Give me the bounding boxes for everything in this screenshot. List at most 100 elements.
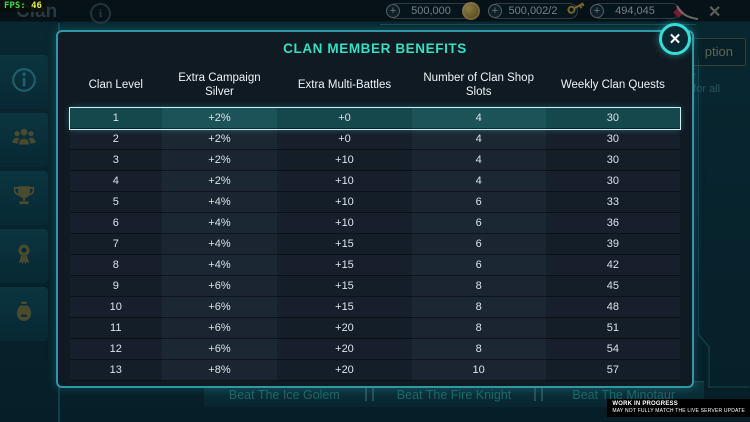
table-row[interactable]: 13 +8% +20 10 57 xyxy=(70,360,680,381)
table-cell: 4 xyxy=(411,129,546,150)
column-header: Clan Level xyxy=(88,78,143,91)
table-row[interactable]: 4 +2% +10 4 30 xyxy=(70,171,680,192)
sidebar-item-info[interactable] xyxy=(0,55,48,109)
table-row[interactable]: 10 +6% +15 8 48 xyxy=(70,297,680,318)
table-row[interactable]: 3 +2% +10 4 30 xyxy=(70,150,680,171)
column-header: Number of Clan Shop Slots xyxy=(423,71,534,98)
beat-ice-golem-button[interactable]: Beat The Ice Golem xyxy=(228,387,340,402)
clan-member-benefits-dialog: CLAN MEMBER BENEFITS ✕ Clan Level Extra C… xyxy=(56,23,694,388)
table-row[interactable]: 2 +2% +0 4 30 xyxy=(70,129,680,150)
column-header: Weekly Clan Quests xyxy=(560,78,665,91)
benefits-table-header: Clan Level Extra Campaign Silver Extra Mul… xyxy=(70,62,680,108)
curve-decoration xyxy=(674,5,700,26)
table-cell: 30 xyxy=(545,150,680,171)
info-icon xyxy=(10,66,38,99)
table-cell: +2% xyxy=(161,171,278,192)
table-row[interactable]: 8 +4% +15 6 42 xyxy=(70,255,680,276)
notice-line-1: WORK IN PROGRESS xyxy=(612,401,678,407)
screen-close-icon[interactable]: ✕ xyxy=(708,4,722,21)
trophy-icon xyxy=(10,182,38,215)
table-cell: 11 xyxy=(70,318,162,339)
table-cell: 4 xyxy=(70,171,162,192)
table-cell: 7 xyxy=(70,234,162,255)
money-bag-icon xyxy=(10,298,38,331)
panel-corner-decoration xyxy=(697,333,750,405)
table-cell: +15 xyxy=(277,276,412,297)
gems-value: 494,045 xyxy=(615,5,655,17)
button-separator xyxy=(364,388,374,401)
table-cell: 8 xyxy=(411,276,546,297)
column-header: Extra Multi-Battles xyxy=(297,78,392,91)
members-icon xyxy=(10,124,38,157)
dialog-title: CLAN MEMBER BENEFITS xyxy=(283,41,467,56)
table-cell: +6% xyxy=(161,339,278,360)
table-cell: 1 xyxy=(70,108,162,129)
table-cell: +15 xyxy=(277,234,412,255)
gems-counter: + 494,045 ◆ xyxy=(590,3,684,19)
table-cell: 5 xyxy=(70,192,162,213)
table-row[interactable]: 7 +4% +15 6 39 xyxy=(70,234,680,255)
beat-minotaur-button[interactable]: Beat The Minotaur xyxy=(572,387,675,402)
table-cell: +2% xyxy=(161,108,278,129)
table-cell: 4 xyxy=(411,150,546,171)
table-cell: 6 xyxy=(70,213,162,234)
table-cell: 48 xyxy=(545,297,680,318)
table-cell: +8% xyxy=(161,360,278,381)
table-row[interactable]: 6 +4% +10 6 36 xyxy=(70,213,680,234)
table-row[interactable]: 12 +6% +20 8 54 xyxy=(70,339,680,360)
table-cell: 3 xyxy=(70,150,162,171)
table-cell: 8 xyxy=(411,297,546,318)
table-cell: 2 xyxy=(70,129,162,150)
table-cell: 33 xyxy=(545,192,680,213)
table-cell: +20 xyxy=(277,360,412,381)
table-cell: 42 xyxy=(545,255,680,276)
close-icon: ✕ xyxy=(668,31,682,48)
table-cell: 30 xyxy=(545,171,680,192)
silver-coin-icon xyxy=(462,2,480,20)
clan-sidebar xyxy=(0,55,48,345)
add-keys-button[interactable]: + xyxy=(488,4,502,18)
benefits-table-body: 1 +2% +0 4 30 2 +2% +0 4 30 3 +2% +10 4 30 4 +2% +10 4 30 5 +… xyxy=(69,107,681,381)
clan-info-icon[interactable]: i xyxy=(90,3,111,24)
key-icon xyxy=(565,0,590,20)
table-cell: 13 xyxy=(70,360,162,381)
table-cell: 6 xyxy=(411,213,546,234)
fps-counter: FPS: 46 xyxy=(0,0,46,12)
table-cell: +6% xyxy=(161,318,278,339)
table-cell: 9 xyxy=(70,276,162,297)
table-cell: +10 xyxy=(277,213,412,234)
table-cell: 30 xyxy=(545,108,680,129)
sidebar-item-medal[interactable] xyxy=(0,229,48,283)
table-cell: 8 xyxy=(70,255,162,276)
table-cell: 45 xyxy=(545,276,680,297)
table-cell: 54 xyxy=(545,339,680,360)
table-cell: +4% xyxy=(161,192,278,213)
table-cell: 12 xyxy=(70,339,162,360)
table-cell: +0 xyxy=(277,108,412,129)
table-cell: 4 xyxy=(411,108,546,129)
table-cell: 4 xyxy=(411,171,546,192)
table-row[interactable]: 1 +2% +0 4 30 xyxy=(69,107,681,130)
table-row[interactable]: 5 +4% +10 6 33 xyxy=(70,192,680,213)
work-in-progress-notice: WORK IN PROGRESS MAY NOT FULLY MATCH THE… xyxy=(607,399,750,417)
gem-icon: ◆ xyxy=(673,3,684,19)
table-cell: +4% xyxy=(161,213,278,234)
table-cell: +6% xyxy=(161,297,278,318)
add-silver-button[interactable]: + xyxy=(386,4,400,18)
table-cell: +20 xyxy=(277,318,412,339)
sidebar-item-money-bag[interactable] xyxy=(0,287,48,341)
column-header: Extra Campaign Silver xyxy=(178,71,261,98)
table-row[interactable]: 9 +6% +15 8 45 xyxy=(70,276,680,297)
dialog-close-button[interactable]: ✕ xyxy=(659,23,691,55)
table-cell: 51 xyxy=(545,318,680,339)
silver-value: 500,000 xyxy=(411,5,451,17)
sidebar-item-trophy[interactable] xyxy=(0,171,48,225)
table-cell: +10 xyxy=(277,171,412,192)
table-cell: +4% xyxy=(161,255,278,276)
beat-fire-knight-button[interactable]: Beat The Fire Knight xyxy=(396,387,512,402)
table-cell: +20 xyxy=(277,339,412,360)
add-gems-button[interactable]: + xyxy=(590,4,604,18)
sidebar-item-members[interactable] xyxy=(0,113,48,167)
table-cell: 6 xyxy=(411,234,546,255)
table-row[interactable]: 11 +6% +20 8 51 xyxy=(70,318,680,339)
